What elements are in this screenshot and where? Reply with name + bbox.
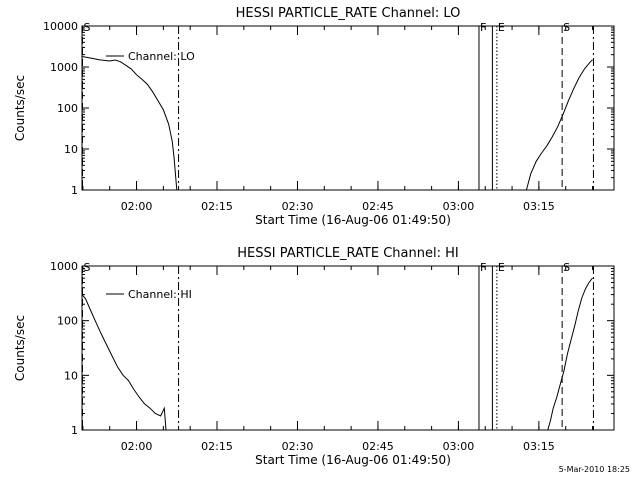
event-marker-label: S (563, 261, 570, 274)
event-marker-label: F (480, 261, 486, 274)
x-tick-label: 02:00 (121, 440, 153, 453)
series-line (81, 56, 178, 191)
y-tick-label: 10 (64, 369, 78, 382)
event-marker-label: S (84, 21, 91, 34)
series-line (547, 277, 593, 431)
x-tick-label: 02:45 (362, 200, 394, 213)
y-tick-label: 100 (57, 102, 78, 115)
legend-label: Channel: HI (128, 288, 192, 301)
y-tick-label: 100 (57, 315, 78, 328)
series-line (525, 59, 593, 191)
y-tick-label: 1 (71, 184, 78, 197)
chart-panel-1: HESSI PARTICLE_RATE Channel: LO 1 10 100 100… (13, 6, 615, 227)
x-tick-label: 03:00 (443, 440, 475, 453)
chart-title: HESSI PARTICLE_RATE Channel: HI (237, 246, 458, 261)
y-tick-label: 1 (71, 424, 78, 437)
event-marker-label: E (498, 21, 505, 34)
x-axis-label: Start Time (16-Aug-06 01:49:50) (255, 453, 451, 467)
y-tick-label: 10 (64, 143, 78, 156)
y-tick-label: 1000 (50, 260, 78, 273)
event-marker-label: E (498, 261, 505, 274)
y-tick-label: 10000 (43, 20, 78, 33)
y-axis-label: Counts/sec (13, 75, 27, 141)
x-tick-label: 02:15 (201, 440, 233, 453)
series-line (81, 294, 167, 431)
x-tick-label: 02:15 (201, 200, 233, 213)
event-marker-label: F (480, 21, 486, 34)
event-marker-label: S (84, 261, 91, 274)
footer-timestamp: 5-Mar-2010 18:25 (558, 465, 630, 474)
x-tick-label: 02:45 (362, 440, 394, 453)
chart-title: HESSI PARTICLE_RATE Channel: LO (236, 6, 461, 21)
event-marker-label: S (563, 21, 570, 34)
legend-label: Channel: LO (128, 50, 195, 63)
x-axis-label: Start Time (16-Aug-06 01:49:50) (255, 213, 451, 227)
chart-panel-2: HESSI PARTICLE_RATE Channel: HI 1 10 100 100… (13, 246, 615, 467)
x-tick-label: 02:30 (282, 440, 314, 453)
y-axis-label: Counts/sec (13, 315, 27, 381)
x-tick-label: 02:30 (282, 200, 314, 213)
x-tick-label: 02:00 (121, 200, 153, 213)
x-tick-label: 03:15 (523, 440, 555, 453)
x-tick-label: 03:15 (523, 200, 555, 213)
x-tick-label: 03:00 (443, 200, 475, 213)
y-tick-label: 1000 (50, 61, 78, 74)
